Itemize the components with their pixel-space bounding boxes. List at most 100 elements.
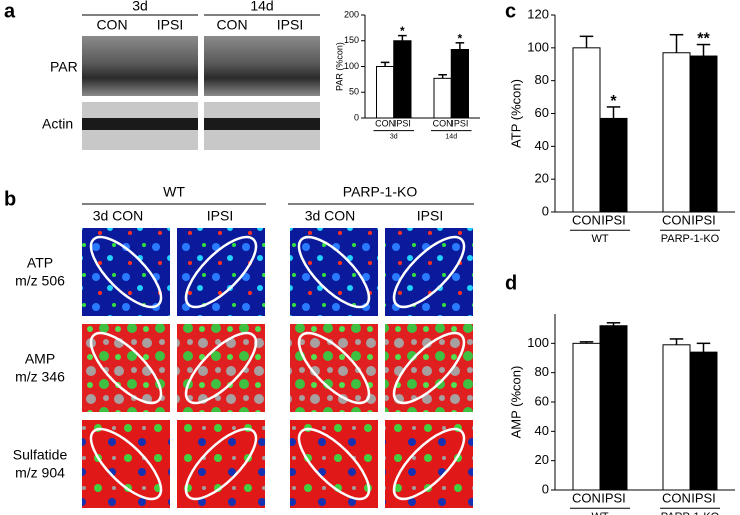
roi (89, 235, 163, 309)
ms-image (385, 420, 473, 508)
y-tick-label: 200 (344, 9, 359, 19)
row-label: AMP (25, 351, 55, 367)
bar (599, 325, 628, 491)
ms-imaging: WT PARP-1-KO 3d CON IPSI 3d CON IPSI (82, 184, 474, 224)
ms-image (177, 228, 265, 316)
roi (392, 427, 466, 501)
y-tick-label: 100 (344, 61, 359, 71)
x-group-label: 14d (445, 134, 457, 141)
panel-label: a (4, 0, 16, 22)
x-group-label: WT (591, 511, 608, 515)
panel-label: b (4, 188, 16, 210)
condition: IPSI (157, 17, 183, 33)
y-tick-label: 60 (535, 393, 549, 408)
roi (297, 331, 371, 405)
bar (450, 49, 469, 119)
x-group-label: WT (591, 233, 608, 245)
bar (599, 117, 628, 213)
panel-label: d (505, 272, 517, 294)
y-tick-label: 0 (542, 481, 549, 496)
ms-image (82, 324, 170, 412)
timepoint: 3d (132, 0, 148, 14)
roi (297, 235, 371, 309)
row-label: m/z 506 (15, 273, 65, 289)
bar (393, 40, 412, 119)
row-label: ATP (27, 255, 53, 271)
bar (689, 351, 718, 491)
x-tick-label: IPSI (451, 119, 468, 129)
x-tick-label: CON (662, 491, 691, 506)
y-tick-label: 120 (527, 6, 549, 21)
timepoint: 14d (250, 0, 273, 14)
roi (297, 427, 371, 501)
x-tick-label: CON (375, 119, 395, 129)
y-tick-label: 0 (542, 203, 549, 218)
ms-image (177, 324, 265, 412)
bar (662, 52, 691, 213)
y-tick-label: 60 (535, 105, 549, 120)
y-tick-label: 150 (344, 35, 359, 45)
significance: ** (697, 31, 710, 48)
ms-image (290, 324, 378, 412)
ms-image (82, 420, 170, 508)
column-label: 3d CON (93, 208, 144, 224)
y-tick-label: 50 (349, 87, 359, 97)
condition: IPSI (277, 17, 303, 33)
ms-image (385, 228, 473, 316)
column-label: IPSI (207, 208, 233, 224)
roi (184, 331, 258, 405)
y-tick-label: 80 (535, 364, 549, 379)
blot-band (82, 118, 198, 130)
condition: CON (96, 17, 127, 33)
x-group-label: 3d (390, 134, 398, 141)
x-tick-label: IPSI (394, 119, 411, 129)
x-tick-label: CON (572, 491, 601, 506)
row-label: Sulfatide (13, 447, 68, 463)
x-group-label: PARP-1-KO (661, 233, 720, 245)
column-label: IPSI (417, 208, 443, 224)
column-label: 3d CON (305, 208, 356, 224)
roi (392, 331, 466, 405)
bar (376, 66, 395, 119)
bar (433, 77, 452, 119)
genotype: WT (163, 184, 185, 200)
ms-image (177, 420, 265, 508)
x-tick-label: CON (572, 213, 601, 228)
x-tick-label: IPSI (601, 213, 626, 228)
y-tick-label: 100 (527, 335, 549, 350)
x-group-label: PARP-1-KO (661, 511, 720, 515)
ms-image (385, 324, 473, 412)
y-axis-label: AMP (%con) (508, 366, 523, 439)
significance: * (610, 93, 617, 110)
bar (572, 342, 601, 491)
y-tick-label: 20 (535, 452, 549, 467)
panel-label: c (505, 0, 516, 22)
row-label: PAR (50, 59, 78, 75)
x-tick-label: IPSI (691, 491, 716, 506)
y-tick-label: 40 (535, 423, 549, 438)
row-label: Actin (42, 116, 73, 132)
genotype: PARP-1-KO (343, 184, 418, 200)
roi (184, 427, 258, 501)
x-tick-label: CON (433, 119, 453, 129)
ms-image (290, 420, 378, 508)
bar (662, 344, 691, 491)
roi (89, 331, 163, 405)
ms-image (290, 228, 378, 316)
y-tick-label: 0 (354, 112, 359, 122)
x-tick-label: IPSI (601, 491, 626, 506)
x-tick-label: CON (662, 213, 691, 228)
blot-image (204, 36, 320, 96)
bar (572, 47, 601, 213)
blot-band (204, 118, 320, 130)
roi (89, 427, 163, 501)
y-axis-label: ATP (%con) (508, 79, 523, 148)
bar (689, 55, 718, 213)
significance: * (458, 31, 463, 45)
condition: CON (216, 17, 247, 33)
roi (184, 235, 258, 309)
roi (392, 235, 466, 309)
y-tick-label: 40 (535, 138, 549, 153)
y-axis-label: PAR (%con) (334, 42, 344, 91)
